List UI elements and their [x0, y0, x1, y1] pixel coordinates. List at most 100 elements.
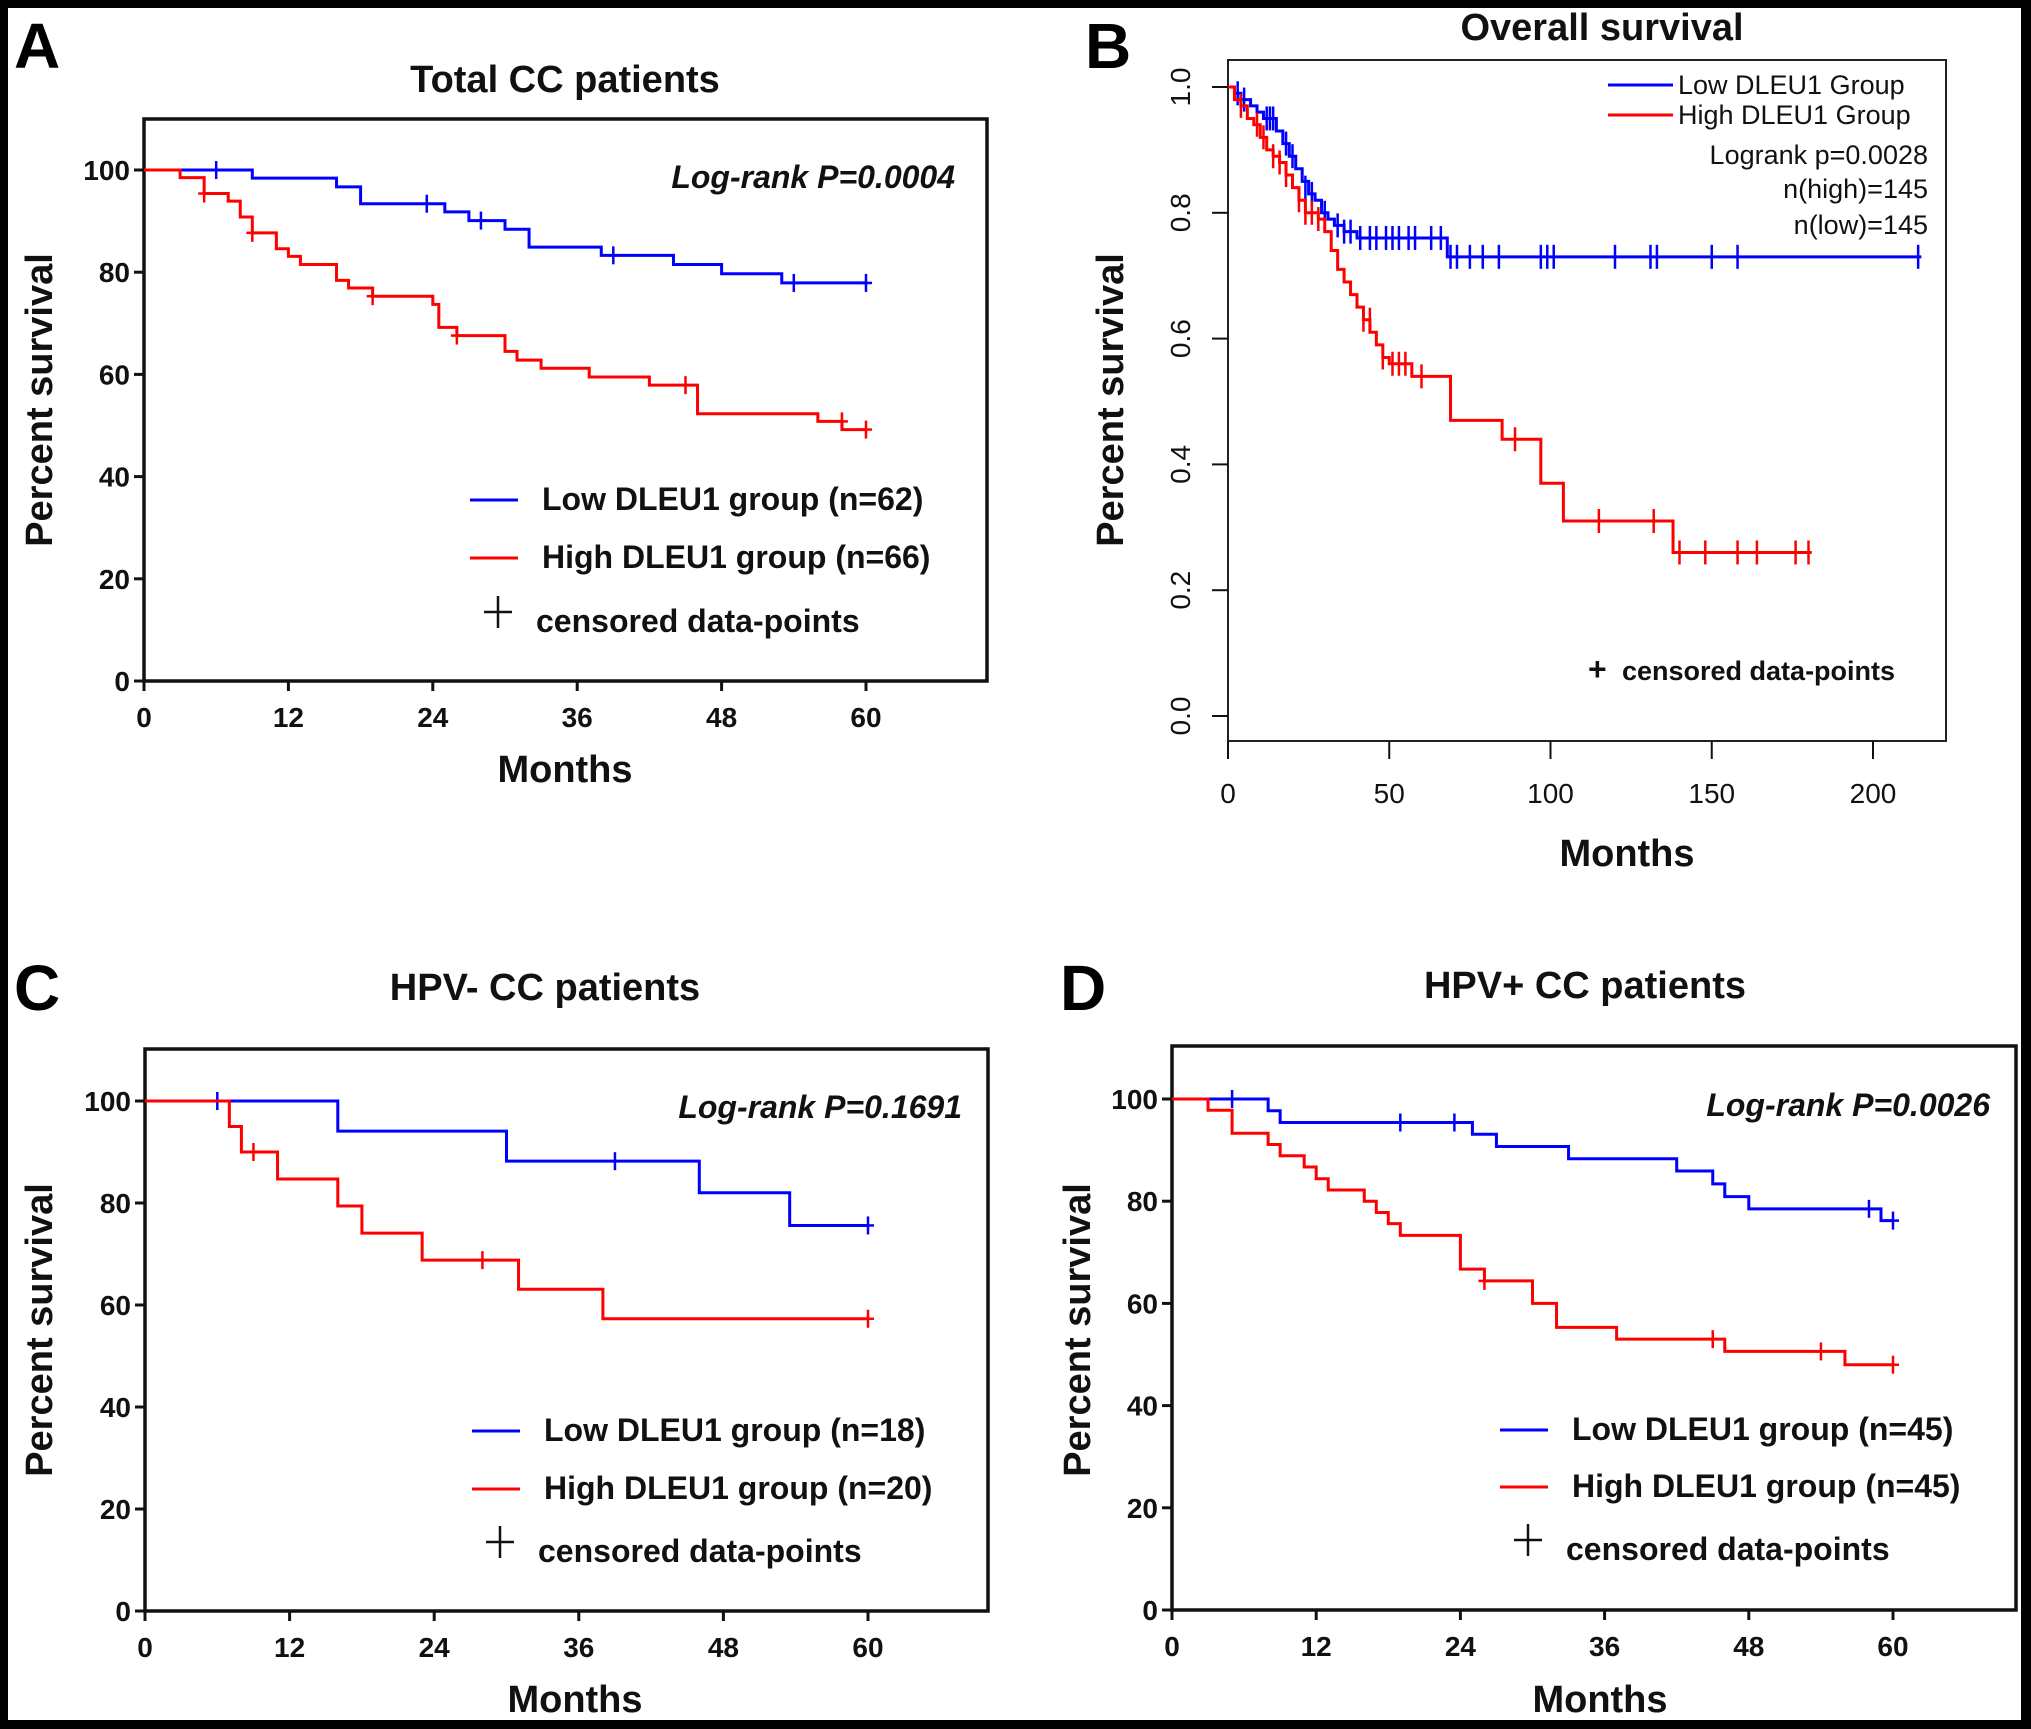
survival-curve [1228, 85, 1812, 554]
x-tick-label: 0 [1220, 778, 1236, 809]
legend-label: High DLEU1 group (n=66) [542, 539, 930, 575]
y-tick-label: 0 [1142, 1595, 1158, 1626]
x-tick-label: 200 [1850, 778, 1897, 809]
x-tick-label: 60 [852, 1632, 883, 1663]
y-tick-label: 80 [1127, 1186, 1158, 1217]
y-tick-label: 0.8 [1165, 193, 1196, 232]
chart-title: HPV+ CC patients [1424, 965, 1746, 1007]
panel-letter: A [14, 10, 60, 82]
x-tick-label: 60 [1877, 1631, 1908, 1662]
x-tick-label: 150 [1688, 778, 1735, 809]
series-high [1172, 1097, 1899, 1374]
y-tick-label: 60 [99, 359, 130, 390]
y-axis-label: Percent survival [19, 253, 61, 547]
survival-curve [1172, 1097, 1893, 1367]
y-tick-label: 100 [83, 155, 130, 186]
legend-label: High DLEU1 group (n=20) [544, 1470, 932, 1506]
y-tick-label: 20 [100, 1494, 131, 1525]
panel-d: D HPV+ CC patients 0 20 40 60 80 100 0 12 24 36 48 60… [1057, 952, 2018, 1720]
legend: Low DLEU1 group (n=45) High DLEU1 group (… [1500, 1411, 1960, 1567]
x-axis-label: Months [507, 1679, 642, 1720]
panel-b: B Overall survival 0.0 0.2 0.4 0.6 0.8 1.0 0 50 10… [1085, 8, 1947, 875]
x-tick-label: 50 [1374, 778, 1405, 809]
kaplan-meier-figure: A Total CC patients 0 20 40 60 80 100 0 12 24 36 48 6… [14, 8, 2018, 1720]
censor-legend-label: censored data-points [536, 603, 860, 639]
x-tick-label: 100 [1527, 778, 1574, 809]
x-tick-label: 48 [706, 702, 737, 733]
logrank-pvalue: Log-rank P=0.1691 [678, 1089, 962, 1125]
chart-title: Total CC patients [410, 59, 720, 101]
legend-label: High DLEU1 Group [1678, 100, 1911, 130]
y-tick-label: 100 [1111, 1084, 1158, 1115]
y-tick-label: 0 [114, 666, 130, 697]
x-tick-label: 60 [850, 702, 881, 733]
x-tick-label: 48 [708, 1632, 739, 1663]
x-tick-label: 36 [563, 1632, 594, 1663]
x-tick-label: 12 [1301, 1631, 1332, 1662]
panel-letter: C [14, 952, 60, 1024]
series-low [144, 161, 872, 292]
plot-frame [143, 1047, 990, 1613]
y-tick-label: 1.0 [1165, 68, 1196, 107]
y-tick-label: 0 [115, 1596, 131, 1627]
figure-canvas: A Total CC patients 0 20 40 60 80 100 0 12 24 36 48 6… [8, 8, 2021, 1720]
legend-label: Low DLEU1 group (n=18) [544, 1412, 925, 1448]
chart-title: Overall survival [1460, 8, 1743, 49]
survival-curve [1172, 1097, 1893, 1223]
plot-frame [1227, 59, 1947, 742]
survival-curve [144, 168, 866, 432]
y-tick-label: 60 [100, 1290, 131, 1321]
x-tick-label: 0 [136, 702, 152, 733]
y-axis-label: Percent survival [1057, 1183, 1099, 1477]
series-high [144, 168, 872, 439]
censor-legend-label: censored data-points [1566, 1531, 1890, 1567]
y-tick-label: 40 [100, 1392, 131, 1423]
y-tick-label: 20 [99, 564, 130, 595]
y-tick-label: 0.0 [1165, 697, 1196, 736]
censor-legend-label: censored data-points [1622, 656, 1895, 686]
y-tick-label: 80 [99, 257, 130, 288]
series-low [1228, 81, 1922, 269]
legend-label: Low DLEU1 group (n=45) [1572, 1411, 1953, 1447]
x-tick-label: 24 [417, 702, 449, 733]
logrank-pvalue: Log-rank P=0.0004 [671, 159, 955, 195]
legend-stat: n(high)=145 [1783, 174, 1928, 204]
y-tick-label: 60 [1127, 1288, 1158, 1319]
x-axis-label: Months [1532, 1679, 1667, 1720]
panel-a: A Total CC patients 0 20 40 60 80 100 0 12 24 36 48 6… [14, 10, 989, 791]
x-tick-label: 0 [1164, 1631, 1180, 1662]
survival-curve [145, 1099, 868, 1321]
legend: Low DLEU1 group (n=18) High DLEU1 group (… [472, 1412, 932, 1569]
series-high [145, 1099, 874, 1328]
y-tick-label: 100 [84, 1086, 131, 1117]
x-axis-label: Months [497, 749, 632, 791]
x-tick-label: 0 [137, 1632, 153, 1663]
plot-frame [142, 117, 989, 683]
y-tick-label: 0.6 [1165, 319, 1196, 358]
logrank-pvalue: Log-rank P=0.0026 [1706, 1087, 1990, 1123]
y-tick-label: 40 [1127, 1391, 1158, 1422]
y-axis-label: Percent survival [1090, 253, 1132, 547]
y-tick-label: 0.4 [1165, 445, 1196, 484]
legend-label: High DLEU1 group (n=45) [1572, 1468, 1960, 1504]
series-low [1172, 1090, 1899, 1230]
y-tick-label: 20 [1127, 1493, 1158, 1524]
y-tick-label: 80 [100, 1188, 131, 1219]
survival-curve [144, 168, 866, 285]
y-axis-label: Percent survival [19, 1183, 61, 1477]
censor-legend-label: censored data-points [538, 1533, 862, 1569]
x-axis-label: Months [1559, 833, 1694, 875]
survival-curve [145, 1099, 868, 1227]
series-high [1228, 85, 1812, 565]
y-tick-label: 40 [99, 462, 130, 493]
plot-frame [1170, 1044, 2018, 1612]
x-tick-label: 36 [1589, 1631, 1620, 1662]
panel-letter: D [1060, 952, 1106, 1024]
censor-plus-icon: + [1588, 651, 1607, 687]
x-tick-label: 48 [1733, 1631, 1764, 1662]
x-tick-label: 24 [419, 1632, 451, 1663]
x-tick-label: 36 [562, 702, 593, 733]
legend-label: Low DLEU1 group (n=62) [542, 481, 923, 517]
